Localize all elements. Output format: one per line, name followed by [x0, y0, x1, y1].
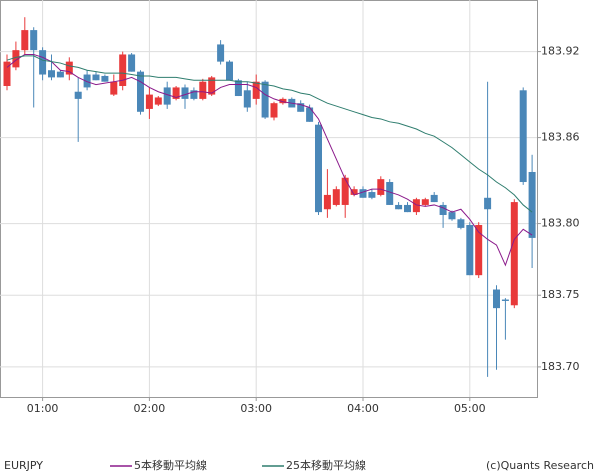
candle-body [74, 91, 82, 99]
candle-body [30, 30, 38, 51]
candle-body [172, 87, 180, 99]
candle-body [528, 171, 536, 238]
candle-body [448, 212, 456, 220]
candle-body [199, 81, 207, 99]
candle-body [297, 103, 305, 112]
candle-body [341, 177, 349, 205]
candle-body [404, 204, 411, 213]
candle-body [128, 54, 136, 72]
candle-body [145, 94, 153, 109]
candle-body [39, 50, 47, 75]
y-tick-label: 183.75 [541, 288, 580, 301]
candle-body [421, 199, 429, 205]
candle-body [484, 197, 492, 210]
candle-body [3, 61, 11, 86]
candle-body [48, 70, 55, 78]
x-tick-label: 01:00 [27, 402, 59, 415]
candle-body [279, 98, 287, 104]
candle-body [315, 124, 322, 213]
candle-body [110, 81, 118, 95]
candle-body [395, 204, 403, 210]
candle-body [457, 219, 465, 228]
candle-body [137, 71, 144, 112]
candle-body [243, 90, 251, 108]
x-tick-label: 02:00 [134, 402, 166, 415]
legend-label: 25本移動平均線 [286, 458, 366, 472]
candle-body [190, 90, 198, 99]
y-tick-label: 183.80 [541, 217, 580, 230]
candle-body [412, 199, 420, 213]
candle-body [83, 74, 91, 88]
candle-body [65, 61, 73, 75]
candle-body [119, 54, 127, 86]
candle-body [332, 189, 340, 205]
candle-body [163, 87, 171, 105]
candle-body [368, 192, 376, 198]
candle-body [181, 87, 189, 99]
candle-body [92, 74, 100, 81]
chart-title: EURJPY [4, 459, 43, 472]
candle-body [475, 225, 483, 276]
y-tick-label: 183.86 [541, 131, 580, 144]
x-tick-label: 04:00 [347, 402, 379, 415]
candle-body [252, 81, 260, 99]
source: (c)Quants Research [486, 459, 594, 472]
candle-body [386, 182, 394, 205]
candle-body [101, 75, 109, 82]
y-tick-label: 183.92 [541, 45, 580, 58]
candle-body [270, 103, 278, 118]
plot-area [0, 0, 538, 398]
candle-body [261, 81, 269, 118]
y-tick-label: 183.70 [541, 360, 580, 373]
candle-body [377, 179, 385, 195]
candle-body [226, 61, 233, 81]
ma-line [6, 55, 533, 213]
candle-body [21, 30, 29, 51]
candle-body [359, 189, 367, 198]
candle-body [217, 44, 225, 62]
candle-body [208, 77, 216, 95]
candle-body [56, 71, 64, 78]
candle-body [519, 90, 527, 183]
candle-body [306, 107, 314, 122]
candle-body [501, 299, 509, 301]
candle-body [430, 194, 438, 203]
candle-body [510, 202, 518, 306]
ma-line [6, 53, 533, 267]
legend-label: 5本移動平均線 [134, 458, 207, 472]
candle-body [439, 204, 447, 215]
candle-body [350, 189, 358, 195]
candle-body [323, 194, 331, 210]
candle-body [12, 50, 20, 68]
candle-body [466, 225, 474, 276]
x-tick-label: 03:00 [240, 402, 272, 415]
candle-body [154, 97, 162, 105]
x-tick-label: 05:00 [454, 402, 486, 415]
candle-body [493, 289, 500, 309]
candle-body [234, 80, 242, 97]
